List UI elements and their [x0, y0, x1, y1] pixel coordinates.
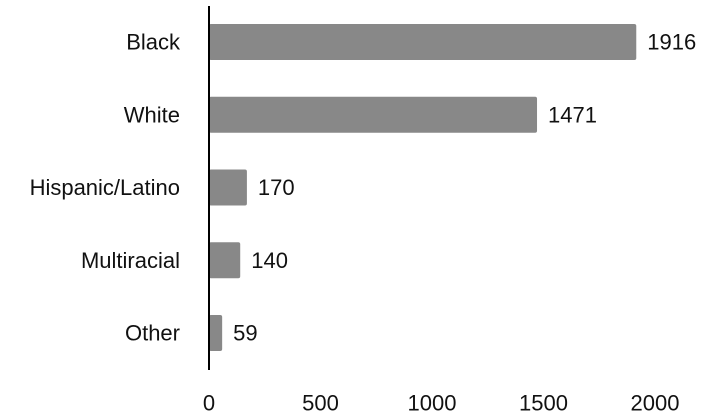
x-tick-label-500: 500 — [302, 391, 339, 416]
value-label-multiracial: 140 — [251, 248, 288, 273]
value-label-other: 59 — [233, 321, 257, 346]
bar-black — [209, 24, 637, 60]
value-label-black: 1916 — [647, 30, 696, 55]
x-tick-labels-group: 0 500 1000 1500 2000 — [203, 391, 680, 416]
category-label-white: White — [124, 102, 180, 127]
x-tick-label-0: 0 — [203, 391, 215, 416]
bar-other — [209, 315, 223, 351]
category-label-black: Black — [126, 30, 181, 55]
category-label-multiracial: Multiracial — [81, 248, 180, 273]
x-tick-label-1000: 1000 — [408, 391, 457, 416]
bar-hispanic-latino — [209, 169, 247, 206]
bar-white — [209, 96, 538, 133]
x-tick-label-1500: 1500 — [519, 391, 568, 416]
x-tick-label-2000: 2000 — [631, 391, 680, 416]
value-label-white: 1471 — [548, 102, 597, 127]
bar-multiracial — [209, 242, 241, 279]
value-label-hispanic-latino: 170 — [258, 175, 295, 200]
category-label-other: Other — [125, 321, 180, 346]
value-labels-group: 1916 1471 170 140 59 — [233, 30, 696, 346]
bars-group — [209, 24, 637, 351]
category-labels-group: Black White Hispanic/Latino Multiracial Othe… — [30, 30, 181, 346]
category-label-hispanic-latino: Hispanic/Latino — [30, 175, 180, 200]
